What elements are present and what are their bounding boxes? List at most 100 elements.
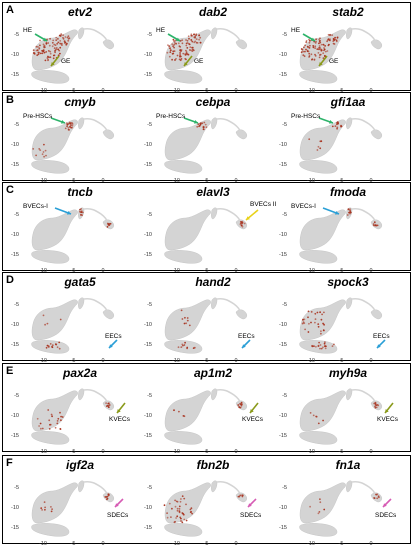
gene-title: igf2a xyxy=(65,458,94,472)
x-tick-label: -10 xyxy=(307,178,315,184)
expression-dot xyxy=(39,52,42,55)
expression-dot xyxy=(313,345,315,347)
expression-dot xyxy=(307,46,309,49)
cell-trail xyxy=(216,118,241,133)
expression-dot xyxy=(300,51,303,54)
cell-cloud xyxy=(346,388,353,401)
expression-dot xyxy=(310,321,312,324)
expression-dot xyxy=(166,51,169,54)
expression-dot xyxy=(334,125,337,127)
expression-dot xyxy=(309,44,311,47)
expression-dot xyxy=(46,57,49,59)
x-tick-label: 0 xyxy=(234,449,237,455)
expression-dot xyxy=(49,56,52,59)
expression-dot xyxy=(237,495,240,498)
expression-dot xyxy=(239,223,242,225)
x-tick-label: -10 xyxy=(172,88,180,94)
cell-cloud xyxy=(78,117,85,130)
x-tick-label: -5 xyxy=(204,88,209,94)
expression-dot xyxy=(37,53,40,56)
cell-cloud xyxy=(346,297,353,310)
expression-dot xyxy=(50,506,52,508)
expression-dot xyxy=(346,214,349,216)
expression-dot xyxy=(64,127,67,130)
umap-plot-elavl3: elavl3 -5 -10 -15 -10 -5 0 BVECs II xyxy=(144,185,277,274)
expression-dot xyxy=(178,410,180,413)
y-tick-label: -15 xyxy=(279,342,287,348)
annotation-arrowhead xyxy=(329,120,333,124)
expression-dot xyxy=(68,122,71,125)
expression-dot xyxy=(312,45,315,47)
expression-dot xyxy=(317,145,320,148)
expression-dot xyxy=(80,213,82,216)
expression-dot xyxy=(174,499,176,502)
expression-dot xyxy=(333,343,335,346)
expression-dot xyxy=(329,39,331,42)
expression-dot xyxy=(203,121,206,124)
x-tick-label: -10 xyxy=(39,541,47,547)
umap-scatter: -5 -10 -15 -10 -5 0 KVECs xyxy=(144,388,264,455)
cell-cloud xyxy=(164,340,203,354)
y-tick-label: -5 xyxy=(14,122,19,128)
expression-dot xyxy=(36,417,39,420)
expression-dot xyxy=(349,208,351,211)
panel-letter: C xyxy=(6,184,14,196)
x-tick-label: 0 xyxy=(101,541,104,547)
expression-dot xyxy=(313,59,316,61)
cell-trail xyxy=(351,118,376,133)
expression-dot xyxy=(184,316,186,319)
cell-cloud xyxy=(299,209,346,251)
expression-dot xyxy=(42,43,45,46)
y-tick-label: -5 xyxy=(147,393,152,399)
annotation-arrowhead xyxy=(176,37,180,41)
cell-trail xyxy=(351,208,376,223)
cell-cloud xyxy=(164,160,203,174)
expression-dot xyxy=(66,36,69,39)
expression-dot xyxy=(178,505,181,508)
gene-title: stab2 xyxy=(332,5,364,19)
expression-dot xyxy=(315,40,317,43)
expression-dot xyxy=(47,59,49,62)
expression-dot xyxy=(41,52,44,55)
expression-dot xyxy=(57,41,60,44)
expression-dot xyxy=(40,427,42,430)
expression-dot xyxy=(240,224,243,227)
expression-dot xyxy=(316,48,319,50)
expression-dot xyxy=(319,347,321,350)
expression-dot xyxy=(180,498,182,500)
expression-dot xyxy=(67,39,70,42)
umap-scatter: -5 -10 -15 -10 -5 0 SDECs xyxy=(279,480,397,547)
y-tick-label: -15 xyxy=(144,72,152,78)
cell-cloud xyxy=(299,431,338,445)
expression-dot xyxy=(240,403,243,406)
expression-dot xyxy=(190,510,193,513)
expression-dot xyxy=(182,344,184,347)
expression-dot xyxy=(318,47,320,49)
umap-scatter: -5 -10 -15 -10 -5 0 HE GE xyxy=(144,27,248,94)
x-tick-label: -5 xyxy=(71,358,76,364)
expression-dot xyxy=(191,512,193,515)
expression-dot xyxy=(175,517,177,519)
expression-dot xyxy=(56,422,59,425)
expression-dot xyxy=(304,44,306,47)
expression-dot xyxy=(38,148,41,150)
umap-plot-ap1m2: ap1m2 -5 -10 -15 -10 -5 0 KVECs xyxy=(144,366,272,455)
expression-dot xyxy=(179,51,181,54)
expression-dot xyxy=(194,40,197,43)
annotation-arrowhead xyxy=(51,62,55,66)
expression-dot xyxy=(198,125,200,128)
expression-dot xyxy=(308,56,310,58)
cell-cloud xyxy=(78,388,85,401)
expression-dot xyxy=(166,512,168,514)
umap-scatter: -5 -10 -15 -10 -5 0 KVECs xyxy=(279,388,399,455)
expression-dot xyxy=(322,419,324,422)
y-tick-label: -10 xyxy=(11,505,19,511)
y-tick-label: -15 xyxy=(279,162,287,168)
expression-dot xyxy=(241,225,244,228)
umap-scatter: -5 -10 -15 -10 -5 0 BVECs-I xyxy=(279,203,383,274)
annotation-arrowhead xyxy=(319,62,323,66)
x-tick-label: -5 xyxy=(339,178,344,184)
expression-dot xyxy=(319,498,321,501)
expression-dot xyxy=(316,149,319,151)
cell-cloud xyxy=(346,27,353,40)
